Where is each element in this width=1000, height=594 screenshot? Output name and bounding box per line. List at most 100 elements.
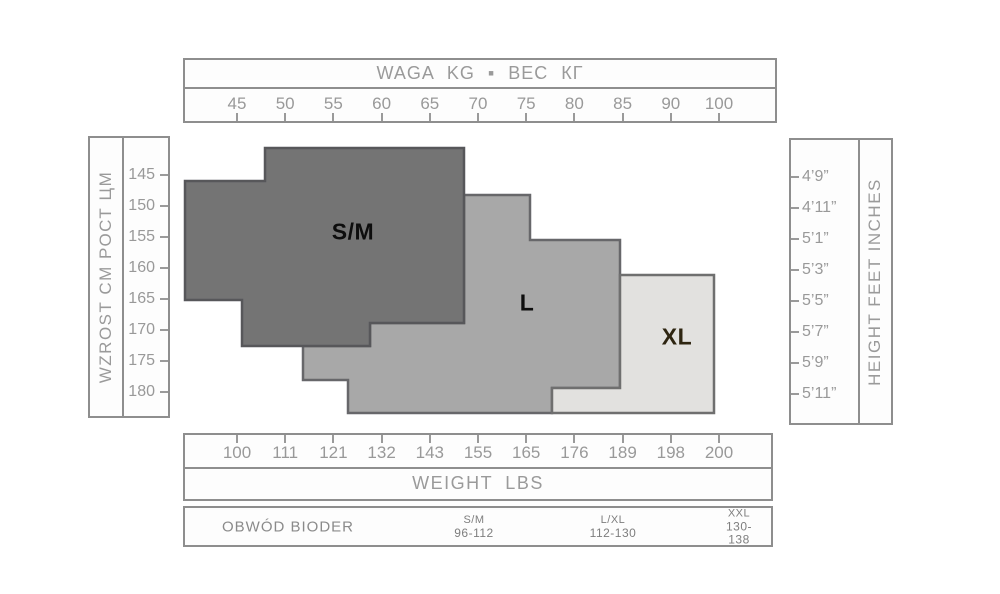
tick-mark — [284, 113, 287, 121]
region-label-l: L — [519, 289, 535, 316]
tick-label: 100 — [222, 443, 252, 462]
region-label-sm: S/M — [331, 218, 375, 245]
tick-label: 5’1” — [802, 230, 829, 247]
top-axis-ticks: 45 50 55 60 65 70 75 80 85 90 100 — [183, 87, 777, 123]
hip-size-table: OBWÓD BIODER S/M 96-112 L/XL 112-130 XXL… — [183, 506, 773, 547]
tick-label: 150 — [128, 197, 155, 214]
tick-label: 5’5” — [802, 292, 829, 309]
tick-mark — [477, 113, 479, 121]
tick-label: 160 — [128, 259, 155, 276]
tick-label: 100 — [704, 94, 734, 113]
left-axis-ticks: 145 150 155 160 165 170 175 180 — [122, 138, 168, 416]
size-name: XXL — [727, 507, 751, 519]
tick-label: 65 — [420, 94, 440, 113]
tick-label: 5’7” — [802, 323, 829, 340]
right-axis-ticks: 4’9” 4’11” 5’1” 5’3” 5’5” 5’7” 5’9” 5’11” — [791, 140, 860, 423]
tick-mark — [791, 362, 799, 364]
tick-mark — [284, 435, 287, 443]
tick-label: 143 — [415, 443, 444, 462]
left-axis-title-cell: WZROST CM РОСТ ЦМ — [90, 138, 124, 416]
tick-label: 80 — [564, 94, 584, 113]
tick-mark — [525, 113, 528, 121]
tick-label: 75 — [516, 94, 536, 113]
size-cell-lxl: L/XL 112-130 — [590, 514, 637, 540]
tick-mark — [332, 435, 335, 443]
size-cell-sm: S/M 96-112 — [454, 514, 493, 540]
tick-mark — [428, 435, 431, 443]
tick-label: 50 — [275, 94, 295, 113]
tick-mark — [160, 391, 168, 393]
bottom-axis-title-cell: WEIGHT LBS — [185, 467, 771, 499]
tick-label: 60 — [372, 94, 392, 113]
region-label-xl: XL — [661, 323, 693, 350]
tick-label: 70 — [468, 94, 488, 113]
left-axis: WZROST CM РОСТ ЦМ 145 150 155 160 165 170 175 1… — [88, 136, 170, 418]
top-axis-title-box: WAGA KG ▪ ВЕС КГ — [183, 58, 777, 89]
tick-label: 170 — [128, 321, 155, 338]
tick-label: 85 — [613, 94, 633, 113]
tick-label: 5’3” — [802, 261, 829, 278]
tick-label: 155 — [128, 228, 155, 245]
tick-label: 165 — [512, 443, 541, 462]
tick-label: 5’9” — [802, 354, 829, 371]
hip-row-label: OBWÓD BIODER — [222, 518, 355, 535]
size-cell-xxl: XXL 130-138 — [723, 507, 755, 546]
size-name: L/XL — [600, 513, 626, 526]
tick-mark — [236, 113, 238, 121]
tick-label: 111 — [272, 443, 299, 462]
tick-mark — [791, 238, 799, 240]
tick-label: 176 — [560, 443, 589, 462]
tick-label: 180 — [128, 383, 155, 400]
tick-mark — [791, 269, 799, 271]
tick-mark — [791, 300, 799, 302]
tick-mark — [160, 329, 168, 331]
tick-label: 4’11” — [802, 199, 837, 216]
tick-mark — [791, 207, 799, 209]
region-xl-polygon — [550, 273, 716, 415]
tick-mark — [791, 331, 799, 333]
tick-label: 121 — [319, 443, 348, 462]
size-name: S/M — [463, 513, 485, 526]
size-range: 96-112 — [454, 525, 494, 540]
tick-mark — [718, 435, 720, 443]
tick-mark — [669, 113, 672, 121]
tick-mark — [791, 176, 799, 178]
tick-mark — [573, 435, 576, 443]
tick-label: 5’11” — [802, 385, 837, 402]
tick-mark — [160, 205, 168, 207]
right-axis-title: HEIGHT FEET INCHES — [864, 177, 884, 386]
left-axis-title: WZROST CM РОСТ ЦМ — [96, 170, 115, 384]
tick-mark — [525, 435, 528, 443]
tick-mark — [380, 113, 383, 121]
bottom-axis-title: WEIGHT LBS — [412, 472, 544, 493]
right-axis: 4’9” 4’11” 5’1” 5’3” 5’5” 5’7” 5’9” 5’11” HEIGH… — [789, 138, 893, 425]
tick-label: 198 — [656, 443, 685, 462]
tick-mark — [160, 360, 168, 362]
size-range: 130-138 — [725, 519, 753, 546]
tick-label: 155 — [463, 443, 493, 462]
tick-mark — [477, 435, 479, 443]
tick-mark — [160, 174, 168, 176]
tick-mark — [160, 267, 168, 269]
size-range: 112-130 — [589, 525, 637, 540]
tick-label: 189 — [608, 443, 637, 462]
tick-mark — [236, 435, 238, 443]
tick-label: 132 — [367, 443, 396, 462]
tick-mark — [621, 113, 624, 121]
tick-label: 175 — [128, 352, 155, 369]
tick-label: 90 — [661, 94, 681, 113]
tick-mark — [573, 113, 576, 121]
tick-label: 55 — [323, 94, 343, 113]
right-axis-title-cell: HEIGHT FEET INCHES — [858, 140, 891, 423]
tick-mark — [621, 435, 624, 443]
tick-mark — [791, 393, 799, 395]
tick-mark — [160, 236, 168, 238]
tick-label: 165 — [128, 290, 155, 307]
tick-mark — [669, 435, 672, 443]
tick-label: 4’9” — [802, 168, 829, 185]
tick-mark — [160, 298, 168, 300]
tick-label: 145 — [128, 166, 155, 183]
tick-mark — [428, 113, 431, 121]
tick-mark — [718, 113, 720, 121]
